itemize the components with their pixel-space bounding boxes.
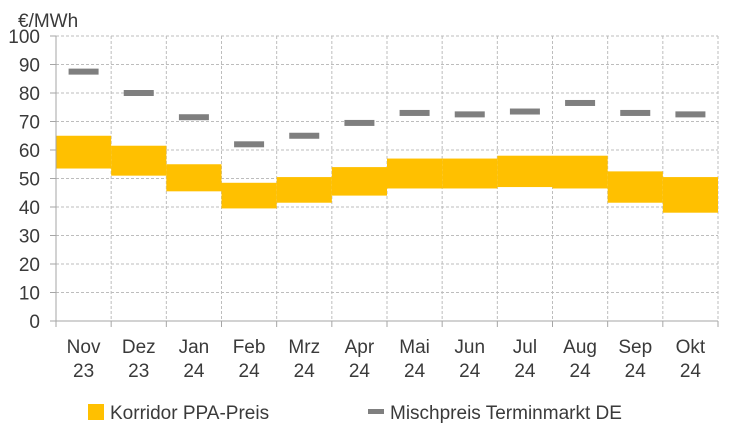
marker-9 [565,99,596,106]
x-tick-label-year-7: 24 [459,361,481,382]
x-tick-label-month-6: Mai [399,337,430,358]
y-tick-label-0: 0 [29,312,40,333]
marker-7 [454,111,485,118]
y-tick-label-20: 20 [19,255,40,276]
range-bar-1 [111,145,167,176]
marker-2 [178,114,209,121]
range-bar-8 [497,155,553,188]
range-bars [56,135,718,213]
x-tick-label-month-4: Mrz [288,337,320,358]
grid [56,35,719,321]
legend-label-mischpreis: Mischpreis Terminmarkt DE [390,403,622,424]
y-tick-label-60: 60 [19,141,40,162]
legend-swatch-mischpreis [368,409,384,414]
y-tick-label-90: 90 [19,56,40,77]
marker-1 [123,90,154,96]
y-tick-label-40: 40 [19,198,40,219]
x-tick-label-year-3: 24 [239,361,261,382]
range-bar-7 [442,158,498,189]
x-tick-label-year-2: 24 [183,361,205,382]
x-tick-label-month-8: Jul [513,337,537,358]
marker-8 [509,108,540,115]
x-tick-label-year-6: 24 [404,361,426,382]
range-bar-2 [166,164,222,192]
x-tick-label-month-10: Sep [618,337,652,358]
legend: Korridor PPA-Preis Mischpreis Terminmark… [88,403,622,424]
range-bar-10 [607,171,663,203]
range-bar-0 [56,135,112,169]
markers [68,68,706,148]
marker-3 [234,141,265,148]
x-tick-label-year-8: 24 [514,361,536,382]
y-tick-label-10: 10 [19,284,40,305]
y-tick-label-100: 100 [8,27,40,48]
x-tick-label-year-0: 23 [73,361,94,382]
range-bar-3 [221,182,277,209]
x-tick-label-month-1: Dez [122,337,156,358]
x-tick-label-year-9: 24 [570,361,592,382]
marker-5 [344,119,375,126]
range-bar-9 [552,155,608,189]
x-tick-label-month-0: Nov [67,337,101,358]
y-tick-label-80: 80 [19,84,40,105]
axes: 0 10 20 30 40 50 60 70 80 90 100 Nov 23 Dez 23 Jan 24 Feb… [8,27,719,382]
x-tick-label-year-11: 24 [680,361,702,382]
x-tick-label-year-4: 24 [294,361,316,382]
marker-6 [399,109,430,116]
y-tick-label-50: 50 [19,170,40,191]
x-tick-label-month-11: Okt [676,337,706,358]
range-bar-6 [387,158,443,189]
legend-label-korridor: Korridor PPA-Preis [110,403,269,424]
x-tick-label-year-10: 24 [625,361,647,382]
x-tick-label-month-5: Apr [345,337,375,358]
x-tick-label-month-3: Feb [233,337,266,358]
legend-swatch-korridor [88,404,104,420]
y-axis-unit-label: €/MWh [18,11,78,32]
x-tick-label-month-7: Jun [454,337,485,358]
range-bar-5 [331,167,387,196]
x-tick-label-year-5: 24 [349,361,371,382]
marker-4 [289,132,320,139]
range-bar-4 [276,177,332,203]
marker-10 [620,109,651,116]
x-tick-label-month-2: Jan [179,337,210,358]
range-bar-11 [662,177,718,213]
y-tick-label-70: 70 [19,113,40,134]
x-tick-label-month-9: Aug [563,337,597,358]
marker-11 [675,111,706,118]
x-tick-label-year-1: 23 [128,361,149,382]
marker-0 [68,68,99,75]
y-tick-label-30: 30 [19,227,40,248]
